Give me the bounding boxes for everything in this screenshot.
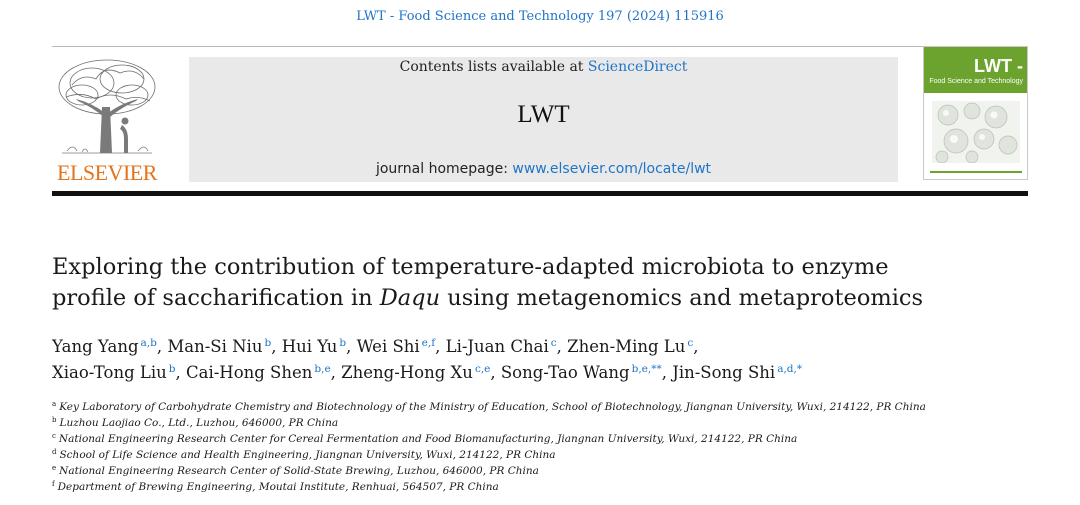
cover-title: LWT - xyxy=(974,56,1023,76)
affiliation-mark: c xyxy=(52,431,56,440)
author-affiliation-marks[interactable]: b xyxy=(264,336,272,349)
author-affiliation-marks[interactable]: b,e xyxy=(314,362,331,375)
author-separator: , xyxy=(435,337,446,356)
elsevier-tree-icon xyxy=(52,55,162,185)
cover-band xyxy=(924,47,1027,93)
affiliation-text: Luzhou Laojiao Co., Ltd., Luzhou, 646000… xyxy=(59,417,339,429)
affiliation-text: Department of Brewing Engineering, Mouta… xyxy=(57,481,499,493)
affiliation-mark: f xyxy=(52,479,55,488)
journal-name: LWT xyxy=(517,101,570,128)
affiliation-mark: e xyxy=(52,463,57,472)
affiliation-text: National Engineering Research Center for… xyxy=(58,433,798,445)
author[interactable]: Hui Yu xyxy=(281,337,338,356)
affiliation-text: Key Laboratory of Carbohydrate Chemistry… xyxy=(59,401,926,413)
author-affiliation-marks[interactable]: a,d,* xyxy=(777,362,803,375)
affiliation-mark: a xyxy=(52,399,57,408)
author-separator: , xyxy=(330,363,342,382)
header-top-rule xyxy=(52,46,1028,47)
author[interactable]: Xiao-Tong Liu xyxy=(52,363,167,382)
author-separator: , xyxy=(661,363,673,382)
contents-line: Contents lists available at ScienceDirec… xyxy=(189,59,898,75)
author-separator: , xyxy=(271,337,282,356)
title-line-2-prefix: profile of saccharification in xyxy=(52,285,380,311)
cover-cells-icon xyxy=(932,101,1020,164)
author-affiliation-marks[interactable]: c xyxy=(550,336,557,349)
homepage-line: journal homepage: www.elsevier.com/locat… xyxy=(189,161,898,177)
journal-cover[interactable]: LWT - Food Science and Technology xyxy=(923,46,1028,180)
author-list: Yang Yang a,b, Man-Si Niu b, Hui Yu b, Wei … xyxy=(52,334,1012,386)
affiliation-list: a Key Laboratory of Carbohydrate Chemistr… xyxy=(52,399,1012,495)
author[interactable]: Jin-Song Shi xyxy=(672,363,776,382)
cover-subtitle: Food Science and Technology xyxy=(929,78,1023,85)
author-separator: , xyxy=(346,337,357,356)
author[interactable]: Man-Si Niu xyxy=(167,337,263,356)
author-separator: , xyxy=(175,363,186,382)
affiliation-text: School of Life Science and Health Engine… xyxy=(59,449,556,461)
author[interactable]: Cai-Hong Shen xyxy=(185,363,313,382)
author[interactable]: Zheng-Hong Xu xyxy=(341,363,473,382)
author[interactable]: Wei Shi xyxy=(356,337,420,356)
author-affiliation-marks[interactable]: b xyxy=(339,336,347,349)
elsevier-wordmark: ELSEVIER xyxy=(57,160,157,185)
author[interactable]: Li-Juan Chai xyxy=(445,337,549,356)
author-affiliation-marks[interactable]: c,e xyxy=(474,362,491,375)
affiliation-mark: b xyxy=(52,415,57,424)
affiliation-item: d School of Life Science and Health Engin… xyxy=(52,447,1012,463)
sciencedirect-link[interactable]: ScienceDirect xyxy=(587,59,688,75)
homepage-prefix: journal homepage: xyxy=(375,161,508,177)
author-separator: , xyxy=(693,337,699,356)
author-separator: , xyxy=(490,363,501,382)
title-line-1: Exploring the contribution of temperatur… xyxy=(52,254,889,280)
homepage-link[interactable]: www.elsevier.com/locate/lwt xyxy=(512,161,712,177)
author-separator: , xyxy=(156,337,168,356)
affiliation-item: c National Engineering Research Center fo… xyxy=(52,431,1012,447)
author-separator: , xyxy=(556,337,568,356)
article-title: Exploring the contribution of temperatur… xyxy=(52,252,952,314)
affiliation-item: f Department of Brewing Engineering, Mout… xyxy=(52,479,1012,495)
affiliation-item: b Luzhou Laojiao Co., Ltd., Luzhou, 64600… xyxy=(52,415,1012,431)
author[interactable]: Song-Tao Wang xyxy=(500,363,630,382)
journal-masthead: Contents lists available at ScienceDirec… xyxy=(189,57,898,182)
affiliation-mark: d xyxy=(52,447,57,456)
journal-citation[interactable]: LWT - Food Science and Technology 197 (2… xyxy=(356,9,724,24)
author-affiliation-marks[interactable]: e,f xyxy=(421,336,436,349)
author-affiliation-marks[interactable]: b xyxy=(168,362,176,375)
header-thick-rule xyxy=(52,191,1028,196)
author[interactable]: Zhen-Ming Lu xyxy=(567,337,686,356)
author-affiliation-marks[interactable]: b,e,** xyxy=(631,362,662,375)
author[interactable]: Yang Yang xyxy=(52,337,139,356)
contents-prefix: Contents lists available at xyxy=(399,59,584,75)
author-affiliation-marks[interactable]: c xyxy=(687,336,694,349)
affiliation-item: e National Engineering Research Center of… xyxy=(52,463,1012,479)
affiliation-item: a Key Laboratory of Carbohydrate Chemistr… xyxy=(52,399,1012,415)
affiliation-text: National Engineering Research Center of … xyxy=(59,465,539,477)
author-affiliation-marks[interactable]: a,b xyxy=(140,336,157,349)
cover-footer-rule xyxy=(930,171,1022,173)
title-line-2-suffix: using metagenomics and metaproteomics xyxy=(440,285,924,311)
title-line-2-italic: Daqu xyxy=(379,285,441,311)
